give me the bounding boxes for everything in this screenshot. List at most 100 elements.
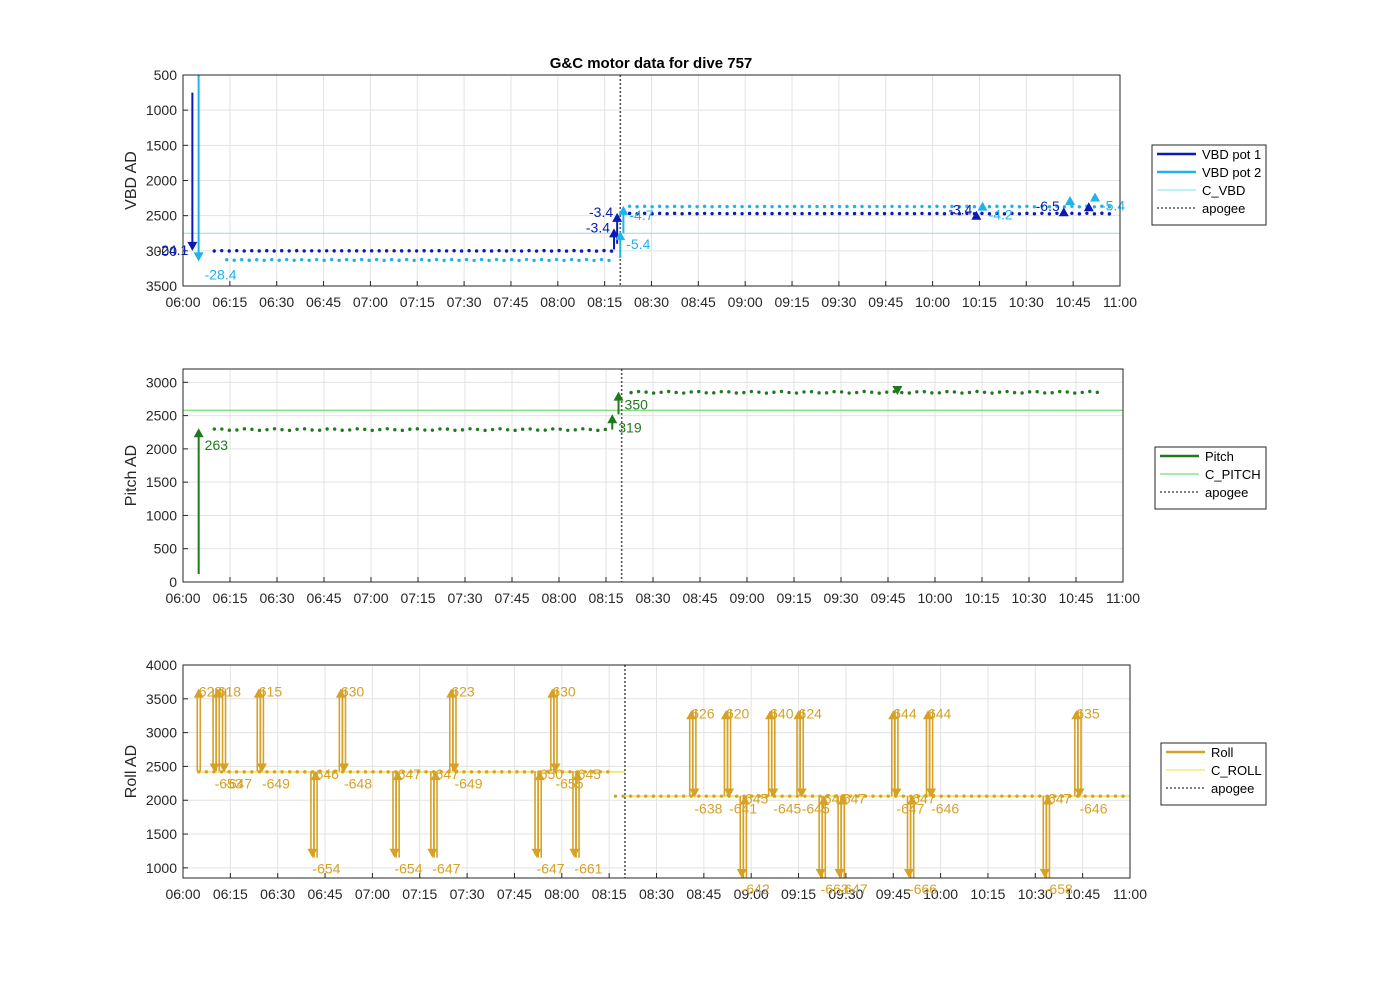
data-point bbox=[299, 257, 304, 262]
move-label: 645 bbox=[745, 791, 769, 807]
move-arrowhead bbox=[607, 414, 618, 424]
move-arrowhead bbox=[615, 231, 626, 241]
data-point bbox=[1000, 794, 1004, 798]
data-point bbox=[596, 428, 600, 433]
data-point bbox=[674, 794, 678, 798]
move-label: -28.4 bbox=[205, 266, 237, 282]
data-point bbox=[852, 204, 857, 209]
data-point bbox=[627, 204, 632, 209]
move-label: -654 bbox=[394, 861, 422, 877]
y-tick-label: 3000 bbox=[146, 374, 177, 390]
data-point bbox=[363, 770, 368, 774]
move-label: 263 bbox=[205, 437, 229, 453]
data-point bbox=[367, 258, 371, 263]
data-point bbox=[635, 212, 639, 216]
move-arrowhead bbox=[613, 391, 624, 401]
data-point bbox=[579, 249, 584, 253]
data-point bbox=[324, 249, 329, 253]
data-point bbox=[507, 770, 512, 774]
data-point bbox=[613, 794, 618, 798]
x-tick-label: 10:00 bbox=[923, 886, 958, 902]
data-point bbox=[1107, 205, 1112, 209]
data-point bbox=[870, 390, 874, 394]
data-point bbox=[920, 211, 924, 216]
data-point bbox=[825, 794, 830, 798]
data-point bbox=[581, 427, 585, 431]
data-point bbox=[862, 389, 866, 394]
data-point bbox=[704, 391, 708, 395]
data-point bbox=[477, 770, 481, 774]
data-point bbox=[890, 204, 894, 209]
data-point bbox=[401, 770, 406, 774]
data-point bbox=[287, 249, 291, 253]
data-point bbox=[969, 794, 974, 798]
data-point bbox=[860, 211, 864, 216]
data-point bbox=[442, 258, 446, 263]
data-point bbox=[307, 258, 311, 263]
y-tick-label: 2000 bbox=[146, 441, 177, 457]
data-point bbox=[573, 428, 577, 432]
data-point bbox=[644, 390, 648, 394]
data-point bbox=[1107, 212, 1112, 216]
move-arrowhead bbox=[307, 848, 318, 858]
data-point bbox=[1053, 794, 1057, 798]
data-point bbox=[1058, 389, 1062, 394]
data-point bbox=[520, 427, 525, 431]
x-tick-label: 10:30 bbox=[1011, 590, 1046, 606]
data-point bbox=[665, 205, 669, 209]
legend-label: C_PITCH bbox=[1205, 467, 1261, 482]
data-point bbox=[339, 249, 344, 253]
x-tick-label: 08:15 bbox=[588, 590, 623, 606]
data-point bbox=[454, 770, 459, 774]
data-point bbox=[833, 794, 837, 798]
data-point bbox=[1100, 211, 1104, 215]
data-point bbox=[558, 427, 562, 431]
data-point bbox=[408, 427, 412, 431]
data-point bbox=[584, 257, 589, 262]
x-tick-label: 06:00 bbox=[165, 886, 200, 902]
legend-label: C_VBD bbox=[1202, 183, 1245, 198]
x-tick-label: 10:45 bbox=[1065, 886, 1100, 902]
data-point bbox=[942, 204, 947, 209]
data-point bbox=[839, 390, 844, 394]
data-point bbox=[460, 428, 465, 432]
data-point bbox=[407, 249, 411, 253]
data-point bbox=[382, 258, 386, 263]
move-label: -5.4 bbox=[626, 236, 650, 252]
data-point bbox=[409, 770, 413, 774]
data-point bbox=[1020, 391, 1024, 395]
move-arrowhead bbox=[818, 795, 829, 805]
pitch-panel: 06:00 06:15 06:30 06:45 07:00 07:15 07:30 07:45… bbox=[123, 368, 1267, 606]
y-tick-label: 1000 bbox=[146, 507, 177, 523]
x-tick-label: 06:00 bbox=[165, 294, 200, 310]
data-point bbox=[302, 427, 307, 431]
data-point bbox=[642, 211, 647, 216]
move-arrowhead bbox=[335, 688, 346, 698]
move-label: 650 bbox=[540, 766, 564, 782]
y-tick-label: 1000 bbox=[146, 102, 177, 118]
data-point bbox=[500, 770, 504, 774]
data-point bbox=[606, 770, 610, 774]
data-point bbox=[954, 794, 959, 798]
x-tick-label: 09:30 bbox=[823, 590, 858, 606]
data-point bbox=[212, 427, 217, 431]
data-point bbox=[764, 391, 769, 395]
data-point bbox=[629, 390, 633, 395]
data-point bbox=[995, 204, 999, 209]
data-point bbox=[1092, 212, 1097, 216]
data-point bbox=[400, 428, 405, 433]
data-point bbox=[875, 204, 879, 209]
data-point bbox=[1065, 390, 1069, 394]
data-point bbox=[240, 258, 244, 262]
data-point bbox=[1068, 794, 1072, 798]
data-point bbox=[854, 390, 859, 395]
move-label: 644 bbox=[893, 705, 917, 721]
move-label: 647 bbox=[843, 791, 867, 807]
data-point bbox=[472, 258, 476, 263]
data-point bbox=[587, 248, 591, 253]
data-point bbox=[257, 249, 261, 253]
data-point bbox=[740, 211, 744, 216]
data-point bbox=[1015, 794, 1019, 798]
data-point bbox=[682, 391, 686, 395]
data-point bbox=[437, 249, 441, 253]
